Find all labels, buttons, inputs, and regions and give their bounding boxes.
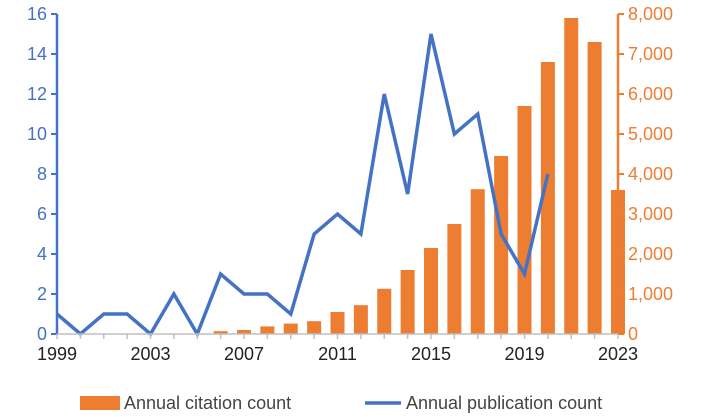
x-tick-label: 2023 <box>598 344 638 364</box>
citation-bar-2022 <box>587 42 602 334</box>
left-axis-ticks: 0 2 4 6 8 10 12 14 16 <box>27 4 57 344</box>
citation-bars <box>213 18 625 334</box>
x-tick-label: 2003 <box>130 344 170 364</box>
citation-bar-2015 <box>424 248 438 334</box>
citation-bar-2016 <box>447 224 462 334</box>
citation-bar-2018 <box>494 156 509 334</box>
legend-label-citation: Annual citation count <box>124 393 291 413</box>
citation-bar-2009 <box>283 323 298 334</box>
x-tick-label: 2007 <box>224 344 264 364</box>
left-tick-label: 12 <box>27 84 47 104</box>
x-axis-ticks: 1999 2003 2007 2011 2015 2019 2023 <box>37 334 638 364</box>
left-tick-label: 0 <box>37 324 47 344</box>
right-tick-label: 2,000 <box>628 244 673 264</box>
left-tick-label: 4 <box>37 244 47 264</box>
citation-bar-2006 <box>213 331 228 334</box>
x-tick-label: 1999 <box>37 344 77 364</box>
left-tick-label: 14 <box>27 44 47 64</box>
x-tick-label: 2019 <box>504 344 544 364</box>
right-tick-label: 0 <box>628 324 638 344</box>
left-tick-label: 8 <box>37 164 47 184</box>
citation-bar-2020 <box>540 62 555 334</box>
right-tick-label: 8,000 <box>628 4 673 24</box>
right-tick-label: 3,000 <box>628 204 673 224</box>
legend: Annual citation count Annual publication… <box>80 393 602 413</box>
citation-bar-2008 <box>260 326 275 334</box>
citation-bar-2021 <box>564 18 579 334</box>
citation-bar-2017 <box>470 189 485 334</box>
axes <box>55 14 620 335</box>
right-tick-label: 5,000 <box>628 124 673 144</box>
citation-bar-2014 <box>400 270 415 334</box>
right-tick-label: 1,000 <box>628 284 673 304</box>
citation-bar-2019 <box>517 106 532 334</box>
right-axis-ticks: 0 1,000 2,000 3,000 4,000 5,000 6,000 7,000 8,00… <box>618 4 673 344</box>
right-tick-label: 4,000 <box>628 164 673 184</box>
citation-bar-2013 <box>377 288 392 334</box>
right-tick-label: 6,000 <box>628 84 673 104</box>
x-tick-label: 2011 <box>318 344 357 364</box>
x-tick-label: 2015 <box>411 344 451 364</box>
right-tick-label: 7,000 <box>628 44 673 64</box>
citation-bar-2007 <box>237 330 251 334</box>
left-tick-label: 16 <box>27 4 47 24</box>
citation-bar-2010 <box>307 321 322 334</box>
legend-swatch-citation <box>80 396 120 410</box>
left-tick-label: 2 <box>37 284 47 304</box>
left-tick-label: 10 <box>27 124 47 144</box>
citation-bar-2012 <box>353 305 368 334</box>
left-tick-label: 6 <box>37 204 47 224</box>
publication-line <box>55 33 550 339</box>
citation-bar-2011 <box>330 312 345 334</box>
legend-label-publication: Annual publication count <box>406 393 602 413</box>
